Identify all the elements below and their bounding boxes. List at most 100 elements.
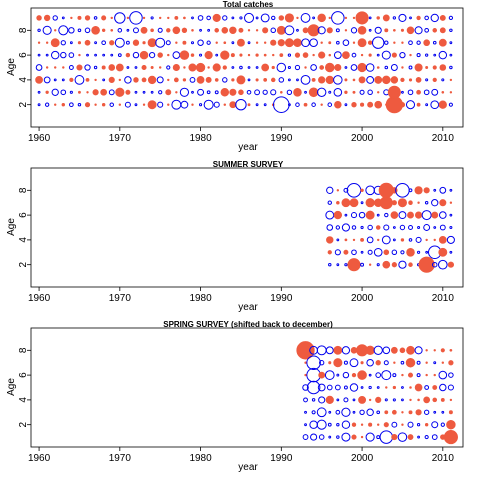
bubble-positive xyxy=(277,39,285,47)
bubble-negative xyxy=(222,77,228,83)
bubble-negative xyxy=(401,398,404,402)
bubble-negative xyxy=(343,385,348,390)
bubble-negative xyxy=(310,433,318,441)
bubble-negative xyxy=(328,410,332,414)
bubble-positive xyxy=(343,249,349,255)
bubble-negative xyxy=(383,360,389,366)
bubble-positive xyxy=(45,90,49,94)
bubble-negative xyxy=(368,373,372,377)
y-tick-label: 4 xyxy=(18,397,29,403)
bubble-positive xyxy=(118,103,122,106)
bubble-positive xyxy=(382,14,390,22)
bubble-positive xyxy=(344,90,348,94)
x-tick-label: 1970 xyxy=(109,453,132,464)
bubble-negative xyxy=(439,383,447,392)
bubble-negative xyxy=(431,261,438,268)
bubble-positive xyxy=(214,28,220,33)
bubble-positive xyxy=(351,422,357,427)
bubble-positive xyxy=(167,53,170,57)
bubble-positive xyxy=(409,386,412,389)
bubble-negative xyxy=(397,432,408,442)
bubble-negative xyxy=(336,238,340,242)
bubble-positive xyxy=(207,66,210,69)
bubble-positive xyxy=(247,103,251,107)
bubble-positive xyxy=(108,64,116,71)
bubble-positive xyxy=(190,53,195,57)
bubble-negative xyxy=(391,249,398,256)
bubble-positive xyxy=(223,103,227,106)
bubble-positive xyxy=(304,66,307,69)
y-tick-label: 2 xyxy=(18,261,29,267)
bubble-negative xyxy=(278,77,285,83)
bubble-positive xyxy=(167,78,170,82)
bubble-negative xyxy=(352,398,356,402)
bubble-negative xyxy=(416,360,421,365)
bubble-positive xyxy=(150,28,154,33)
bubble-positive xyxy=(35,76,43,84)
bubble-negative xyxy=(300,13,311,23)
bubble-positive xyxy=(142,103,146,106)
bubble-negative xyxy=(317,87,327,97)
bubble-negative xyxy=(368,385,372,390)
bubble-positive xyxy=(304,361,307,364)
bubble-negative xyxy=(384,212,389,218)
bubble-negative xyxy=(344,103,348,107)
bubble-positive xyxy=(54,66,57,69)
bubble-negative xyxy=(324,370,335,380)
bubble-negative xyxy=(431,199,439,207)
bubble-negative xyxy=(165,40,171,46)
bubble-negative xyxy=(287,65,291,70)
bubble-negative xyxy=(42,25,52,35)
bubble-positive xyxy=(182,78,187,82)
bubble-negative xyxy=(379,430,394,444)
bubble-positive xyxy=(344,29,348,32)
bubble-negative xyxy=(255,16,259,20)
bubble-negative xyxy=(68,27,75,34)
plot-frame xyxy=(30,327,464,448)
bubble-positive xyxy=(326,236,334,244)
bubble-negative xyxy=(114,37,125,48)
bubble-negative xyxy=(424,15,429,21)
bubble-negative xyxy=(37,53,41,57)
bubble-positive xyxy=(159,16,162,20)
bubble-negative xyxy=(351,249,357,256)
bubble-negative xyxy=(449,65,453,70)
bubble-negative xyxy=(302,384,309,391)
panel-total-catches: Total catches 1960 1970 1980 1990 2000 2010 2… xyxy=(6,0,464,153)
bubble-positive xyxy=(220,88,230,97)
bubble-positive xyxy=(141,77,147,83)
bubble-negative xyxy=(424,385,430,390)
bubble-positive xyxy=(425,349,428,352)
bubble-negative xyxy=(247,41,251,45)
bubble-negative xyxy=(94,41,97,45)
bubble-positive xyxy=(101,65,106,70)
bubble-negative xyxy=(441,410,445,414)
bubble-positive xyxy=(379,196,393,210)
bubble-negative xyxy=(44,102,50,107)
bubble-positive xyxy=(368,263,372,266)
bubble-negative xyxy=(371,36,385,49)
bubble-negative xyxy=(309,38,318,48)
bubble-negative xyxy=(37,90,41,94)
bubble-positive xyxy=(158,66,162,69)
bubble-positive xyxy=(333,345,343,355)
bubble-negative xyxy=(231,16,235,20)
bubble-positive xyxy=(351,372,357,378)
bubble-positive xyxy=(432,28,438,33)
bubble-negative xyxy=(417,435,420,439)
bubble-negative xyxy=(126,66,130,69)
bubble-negative xyxy=(430,13,439,23)
bubble-negative xyxy=(336,398,340,402)
y-tick-label: 8 xyxy=(18,187,29,193)
panel-spring-survey: SPRING SURVEY (shifted back to december)… xyxy=(6,320,464,473)
bubble-positive xyxy=(446,419,456,430)
bubble-positive xyxy=(312,53,315,57)
bubble-negative xyxy=(346,183,362,198)
bubble-positive xyxy=(125,52,131,58)
panel-summer-survey: SUMMER SURVEY 1960 1970 1980 1990 2000 2010 2… xyxy=(6,160,464,313)
bubble-positive xyxy=(406,26,415,35)
bubble-negative xyxy=(74,75,85,85)
bubble-negative xyxy=(312,16,316,20)
bubble-negative xyxy=(114,12,126,24)
bubble-positive xyxy=(195,62,206,73)
